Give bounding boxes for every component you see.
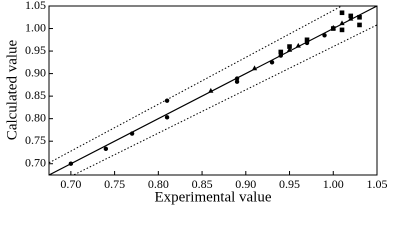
y-tick-label: 0.85 (25, 88, 46, 102)
point (322, 33, 327, 38)
point (304, 37, 310, 43)
point (287, 44, 292, 49)
point (348, 15, 354, 21)
x-tick-label: 0.90 (235, 177, 256, 191)
point (269, 60, 275, 65)
point (278, 53, 283, 58)
y-tick-label: 0.75 (25, 133, 46, 147)
y-axis-label: Calculated value (4, 39, 20, 140)
x-tick-label: 0.80 (148, 177, 169, 191)
point (208, 87, 214, 93)
x-tick-label: 0.75 (104, 177, 125, 191)
plot-frame (48, 5, 378, 176)
y-tick-label: 1.00 (25, 20, 46, 34)
point (357, 22, 362, 28)
y-tick-label: 0.80 (25, 110, 46, 124)
point (357, 14, 362, 20)
point (234, 79, 240, 84)
x-tick-label: 0.95 (279, 177, 300, 191)
point (234, 76, 240, 81)
point (129, 131, 135, 136)
reference-line (72, 24, 377, 175)
reference-line (49, 6, 377, 175)
page: Experimental value Calculated value 0.70… (4, 0, 388, 206)
point (339, 10, 345, 16)
point (339, 20, 345, 26)
x-tick-label: 1.00 (323, 177, 344, 191)
point (164, 115, 170, 120)
point (339, 27, 345, 33)
point (278, 49, 284, 55)
point (295, 42, 301, 48)
point (251, 65, 258, 71)
point (103, 146, 109, 152)
x-tick-label: 0.85 (192, 177, 213, 191)
chart: Experimental value Calculated value 0.70… (4, 0, 388, 205)
x-tick-label: 0.70 (60, 177, 81, 191)
point (330, 26, 336, 31)
y-tick-label: 0.95 (25, 43, 46, 57)
point (348, 13, 354, 19)
point (286, 46, 293, 52)
point (164, 98, 170, 103)
y-tick-label: 0.70 (25, 155, 46, 169)
y-tick-label: 0.90 (25, 65, 46, 79)
point (68, 161, 74, 166)
reference-line (49, 6, 343, 164)
x-tick-label: 1.05 (367, 177, 388, 191)
x-axis-label: Experimental value (154, 189, 271, 205)
y-tick-label: 1.05 (25, 0, 46, 12)
